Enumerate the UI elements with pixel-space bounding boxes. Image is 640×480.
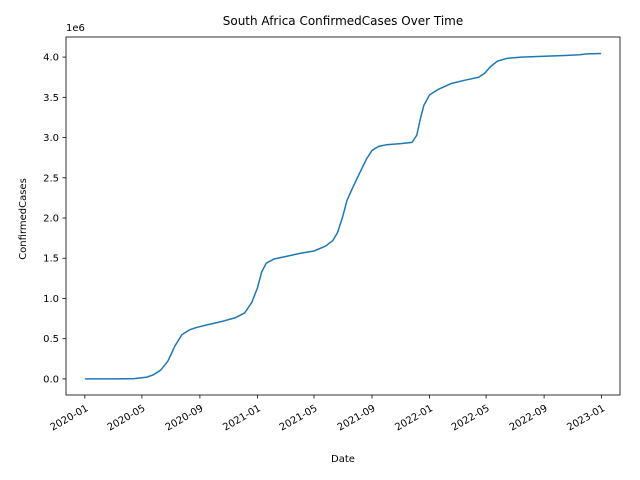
y-tick-label: 3.0 [43, 133, 59, 144]
axes-frame [65, 36, 621, 396]
x-axis-title: Date [331, 454, 355, 465]
y-axis-title: ConfirmedCases [18, 178, 29, 260]
y-tick-label: 3.5 [43, 93, 59, 104]
y-tick-label: 1.5 [43, 254, 59, 265]
series-line-0 [84, 52, 602, 380]
y-tick-label: 0.5 [43, 334, 59, 345]
chart-title: South Africa ConfirmedCases Over Time [223, 14, 464, 28]
y-tick-label: 0.0 [43, 374, 59, 385]
y-tick-label: 4.0 [43, 53, 59, 64]
y-tick-label: 2.5 [43, 173, 59, 184]
y-axis-offset-label: 1e6 [66, 23, 85, 34]
y-tick-label: 1.0 [43, 294, 59, 305]
y-tick-label: 2.0 [43, 214, 59, 225]
